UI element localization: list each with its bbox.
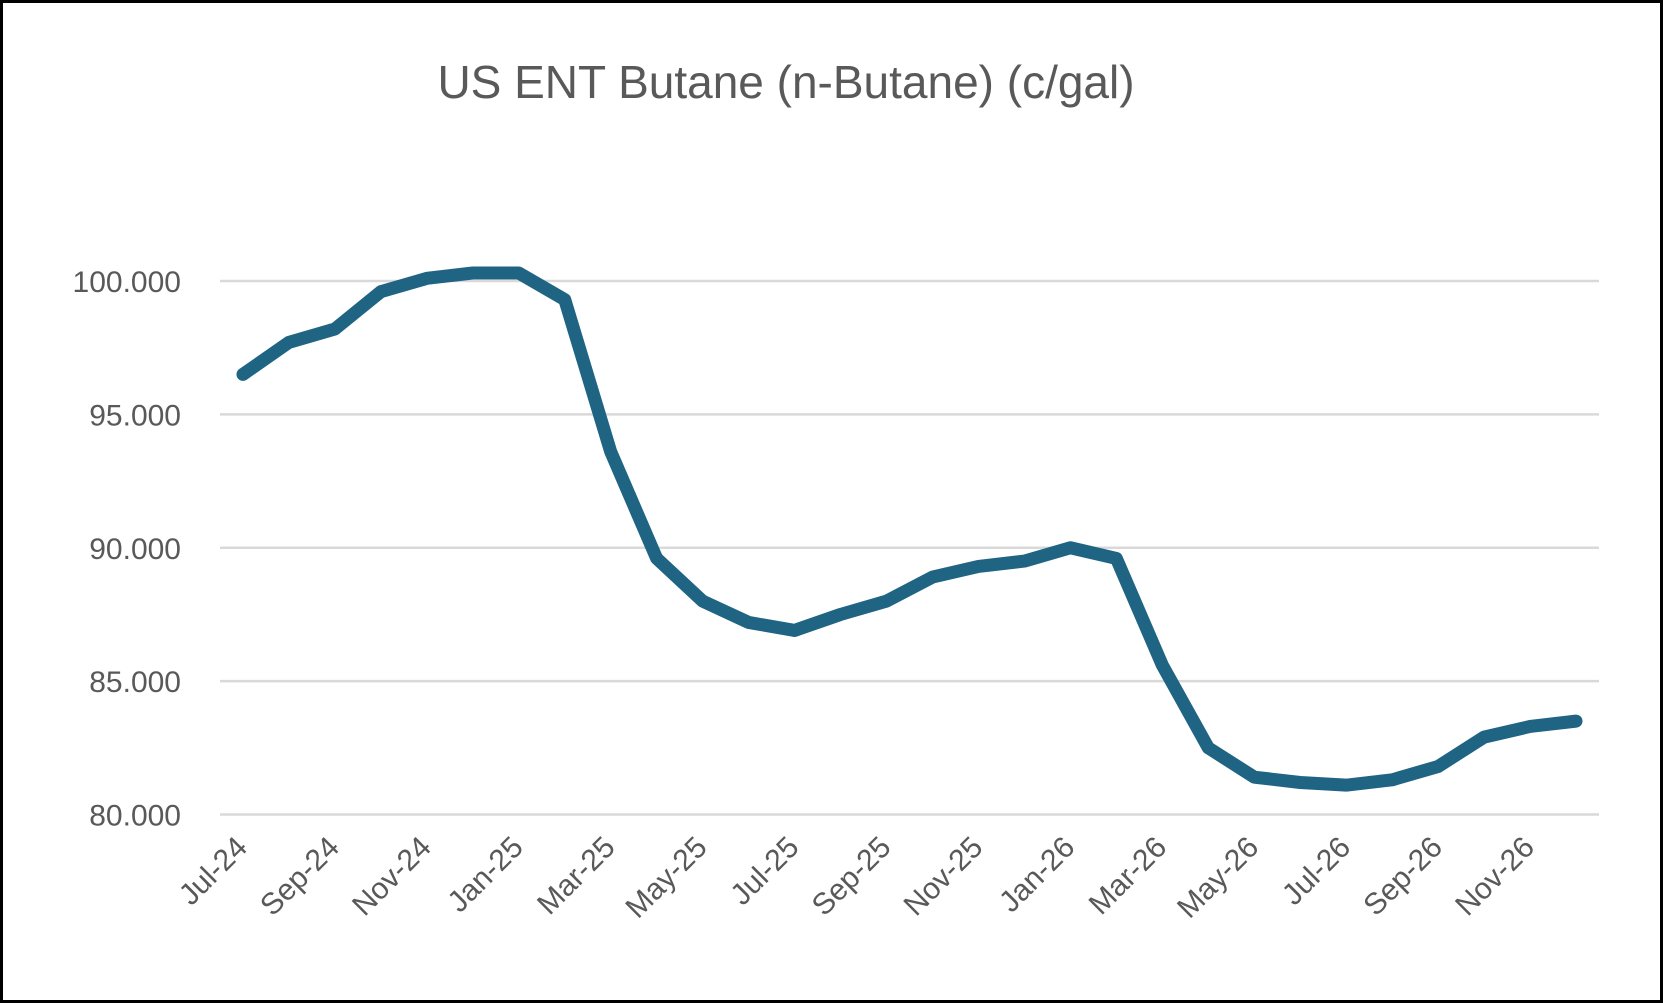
- x-tick-label: Sep-26: [1357, 831, 1449, 923]
- x-tick-label: Sep-24: [254, 831, 346, 923]
- x-tick-label: Jan-26: [993, 831, 1081, 919]
- y-tick-label: 90.000: [89, 533, 181, 566]
- y-tick-label: 95.000: [89, 399, 181, 432]
- x-tick-label: Nov-24: [346, 831, 438, 923]
- x-tick-label: May-26: [1171, 831, 1265, 925]
- x-tick-label: May-25: [620, 831, 714, 925]
- x-tick-label: Mar-25: [531, 831, 622, 922]
- y-axis-labels: 80.000 85.000 90.000 95.000 100.000: [73, 266, 181, 833]
- x-tick-label: Jul-24: [173, 831, 254, 912]
- y-tick-label: 85.000: [89, 666, 181, 699]
- y-tick-label: 100.000: [73, 266, 181, 299]
- x-tick-label: Jan-25: [442, 831, 530, 919]
- series-group: [236, 266, 1583, 792]
- chart-title: US ENT Butane (n-Butane) (c/gal): [437, 56, 1134, 108]
- x-tick-label: Jul-25: [724, 831, 805, 912]
- x-tick-label: Nov-26: [1449, 831, 1541, 923]
- gridlines: [220, 279, 1599, 816]
- x-tick-label: Sep-25: [806, 831, 898, 923]
- line-chart: US ENT Butane (n-Butane) (c/gal) 80.0008…: [73, 56, 1599, 925]
- y-tick-label: 80.000: [89, 800, 181, 833]
- butane-price-line: [236, 266, 1583, 792]
- x-tick-label: Mar-26: [1083, 831, 1174, 922]
- x-tick-label: Jul-26: [1276, 831, 1357, 912]
- x-tick-label: Nov-25: [898, 831, 990, 923]
